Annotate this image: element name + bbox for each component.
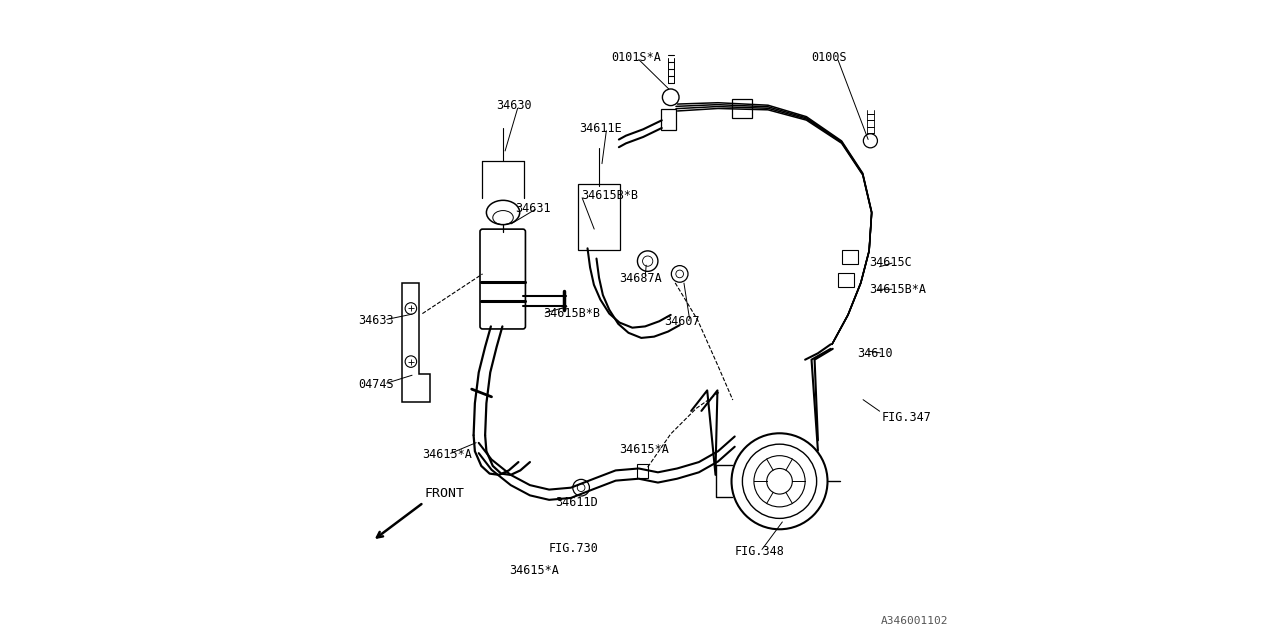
Text: 34687A: 34687A [620,272,662,285]
Text: 34615*A: 34615*A [620,443,669,456]
Text: 0101S*A: 0101S*A [612,51,660,64]
Text: 34611E: 34611E [580,122,622,134]
Text: 34615*A: 34615*A [422,448,472,461]
Text: 0474S: 0474S [358,378,394,390]
Text: FRONT: FRONT [425,488,465,500]
Text: 34610: 34610 [858,347,893,360]
Text: 34615B*B: 34615B*B [581,189,639,202]
Text: 34615B*A: 34615B*A [869,283,927,296]
Text: FIG.348: FIG.348 [735,545,785,558]
Text: 34633: 34633 [358,314,394,326]
Text: 34615*A: 34615*A [508,564,558,577]
Text: 34615B*B: 34615B*B [543,307,600,320]
Text: 0100S: 0100S [812,51,847,64]
Text: 34630: 34630 [497,99,531,112]
Text: 34615C: 34615C [869,256,911,269]
Text: FIG.730: FIG.730 [549,542,599,555]
Text: 34631: 34631 [516,202,550,214]
Text: FIG.347: FIG.347 [882,411,932,424]
Text: 34611D: 34611D [556,496,598,509]
Text: A346001102: A346001102 [881,616,948,626]
Text: 34607: 34607 [664,315,700,328]
